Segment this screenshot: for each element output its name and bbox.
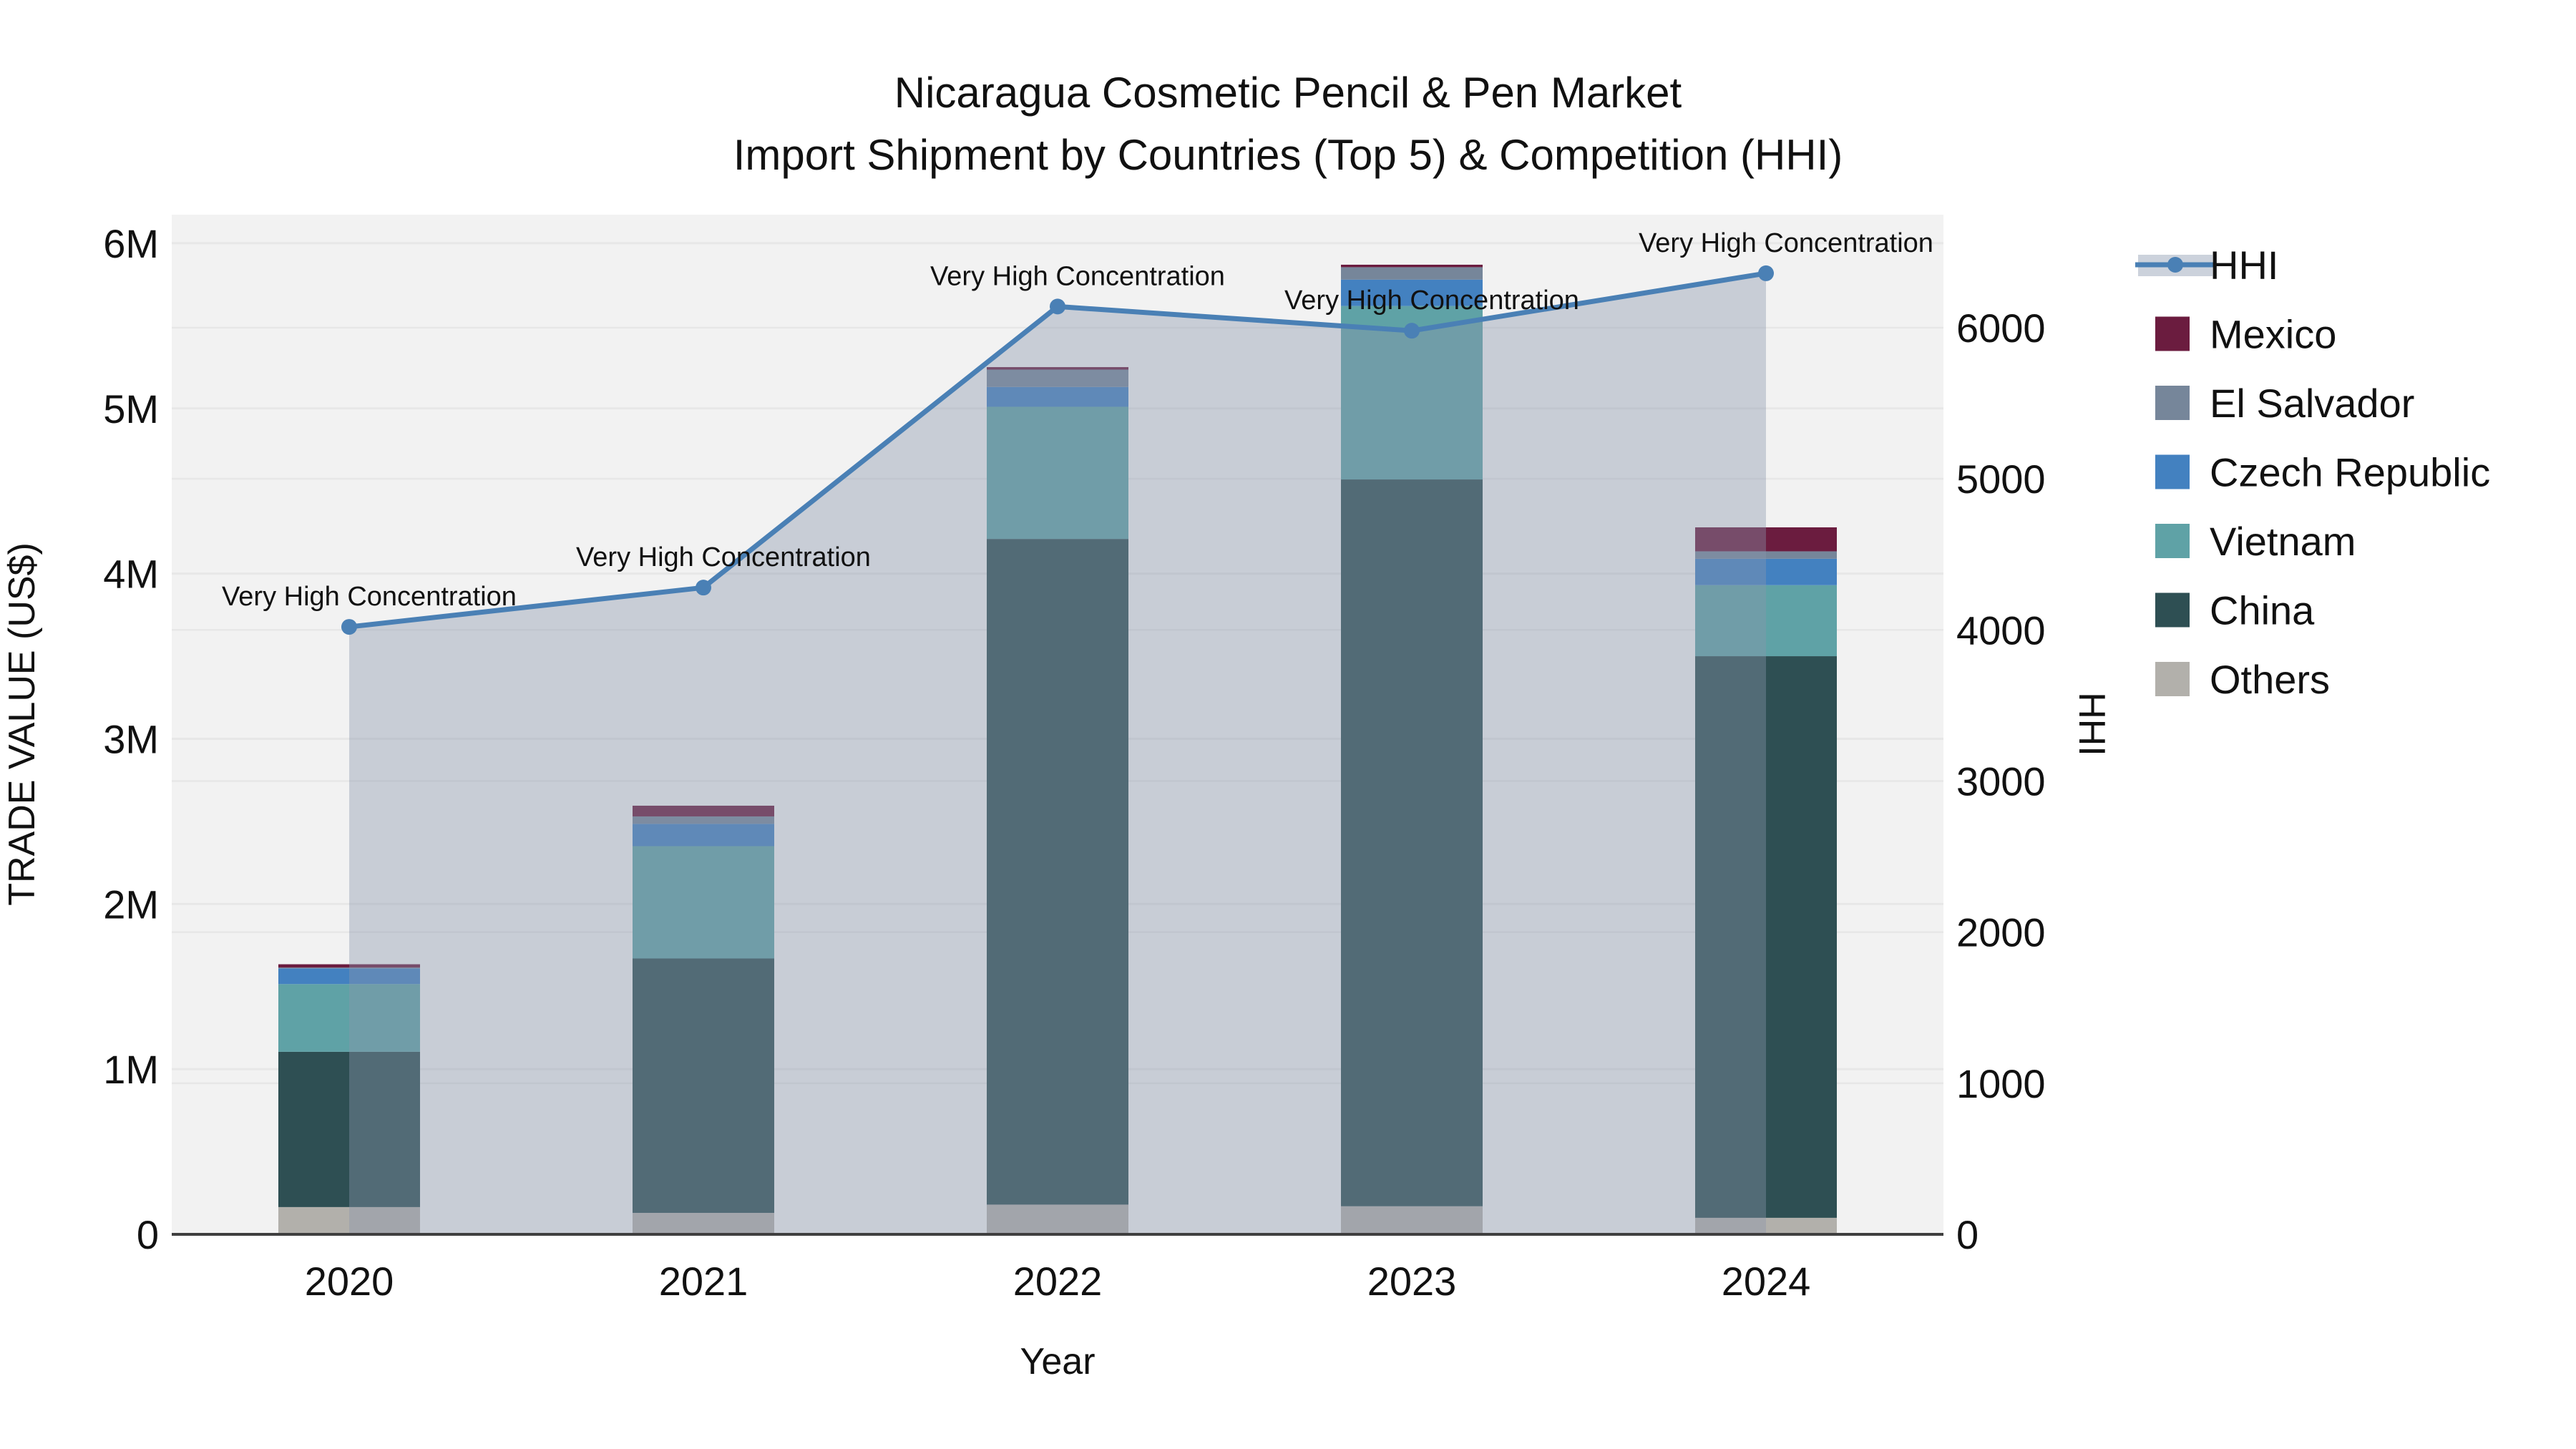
legend-swatch-china (2155, 592, 2190, 628)
right-tick-5000: 5000 (1956, 457, 2046, 502)
annotation-2023: Very High Concentration (1284, 286, 1579, 316)
x-tick-2024: 2024 (1722, 1259, 1811, 1304)
bar-segment-others-2023 (1341, 1206, 1483, 1234)
annotation-2021: Very High Concentration (576, 542, 871, 572)
hhi-marker-2024 (1758, 265, 1774, 281)
right-tick-2000: 2000 (1956, 910, 2046, 955)
bar-segment-china-2024 (1695, 656, 1837, 1218)
bar-segment-china-2022 (987, 539, 1128, 1205)
bar-segment-vietnam-2022 (987, 406, 1128, 540)
right-tick-4000: 4000 (1956, 608, 2046, 653)
hhi-marker-2023 (1404, 323, 1420, 339)
legend-label-hhi: HHI (2210, 243, 2278, 288)
bar-segment-mexico-2021 (633, 805, 774, 816)
x-axis-title: Year (1020, 1341, 1095, 1382)
right-tick-0: 0 (1956, 1212, 1979, 1257)
bar-segment-vietnam-2020 (278, 984, 420, 1052)
chart-title-line2: Import Shipment by Countries (Top 5) & C… (733, 131, 1843, 179)
bar-segment-others-2021 (633, 1212, 774, 1234)
bar-segment-el-salvador-2020 (278, 967, 420, 969)
left-tick-3M: 3M (103, 716, 159, 761)
bar-segment-mexico-2022 (987, 367, 1128, 370)
left-tick-0: 0 (137, 1212, 159, 1257)
legend-swatch-mexico (2155, 316, 2190, 351)
chart-title-line1: Nicaragua Cosmetic Pencil & Pen Market (894, 69, 1682, 117)
left-tick-4M: 4M (103, 552, 159, 597)
x-tick-2022: 2022 (1013, 1259, 1103, 1304)
left-tick-1M: 1M (103, 1047, 159, 1092)
annotation-2024: Very High Concentration (1639, 228, 1933, 258)
right-tick-3000: 3000 (1956, 758, 2046, 804)
x-tick-2021: 2021 (659, 1259, 748, 1304)
bar-segment-others-2024 (1695, 1217, 1837, 1234)
left-tick-2M: 2M (103, 882, 159, 927)
annotation-2022: Very High Concentration (930, 261, 1225, 291)
left-tick-5M: 5M (103, 386, 159, 431)
legend-label-others: Others (2210, 657, 2330, 702)
right-tick-6000: 6000 (1956, 306, 2046, 351)
bar-segment-czech-republic-2023 (1341, 279, 1483, 306)
bar-segment-others-2022 (987, 1204, 1128, 1234)
legend-swatch-czech-republic (2155, 454, 2190, 489)
y-axis-title-left: TRADE VALUE (US$) (1, 542, 43, 906)
bar-segment-czech-republic-2020 (278, 968, 420, 985)
hhi-area (349, 273, 1766, 1234)
hhi-marker-2021 (696, 580, 711, 596)
bar-segment-mexico-2023 (1341, 264, 1483, 268)
bar-segment-czech-republic-2021 (633, 824, 774, 847)
bar-segment-china-2021 (633, 958, 774, 1213)
bar-segment-vietnam-2024 (1695, 585, 1837, 657)
bar-segment-mexico-2024 (1695, 527, 1837, 552)
y-axis-title-right: HHI (2071, 692, 2112, 756)
hhi-marker-2020 (341, 619, 357, 635)
left-tick-6M: 6M (103, 221, 159, 266)
bar-segment-others-2020 (278, 1206, 420, 1234)
legend-label-czech-republic: Czech Republic (2210, 450, 2490, 495)
legend-label-china: China (2210, 588, 2315, 633)
x-tick-2020: 2020 (305, 1259, 394, 1304)
right-tick-1000: 1000 (1956, 1061, 2046, 1106)
hhi-marker-2022 (1050, 298, 1065, 315)
x-tick-2023: 2023 (1367, 1259, 1457, 1304)
legend-label-mexico: Mexico (2210, 312, 2336, 357)
bar-segment-china-2023 (1341, 479, 1483, 1206)
bar-segment-mexico-2020 (278, 964, 420, 968)
bar-segment-el-salvador-2022 (987, 369, 1128, 387)
bar-segment-vietnam-2021 (633, 846, 774, 959)
bar-segment-el-salvador-2024 (1695, 551, 1837, 559)
legend-label-vietnam: Vietnam (2210, 519, 2356, 564)
bar-segment-china-2020 (278, 1051, 420, 1207)
bar-segment-el-salvador-2021 (633, 816, 774, 824)
bar-segment-czech-republic-2024 (1695, 558, 1837, 585)
legend-swatch-others (2155, 662, 2190, 696)
annotation-2020: Very High Concentration (222, 582, 517, 612)
bar-segment-el-salvador-2023 (1341, 267, 1483, 280)
bar-segment-czech-republic-2022 (987, 386, 1128, 407)
legend-label-el-salvador: El Salvador (2210, 381, 2414, 426)
legend-swatch-vietnam (2155, 524, 2190, 558)
legend-swatch-hhi-marker (2167, 257, 2183, 273)
legend-swatch-el-salvador (2155, 386, 2190, 420)
